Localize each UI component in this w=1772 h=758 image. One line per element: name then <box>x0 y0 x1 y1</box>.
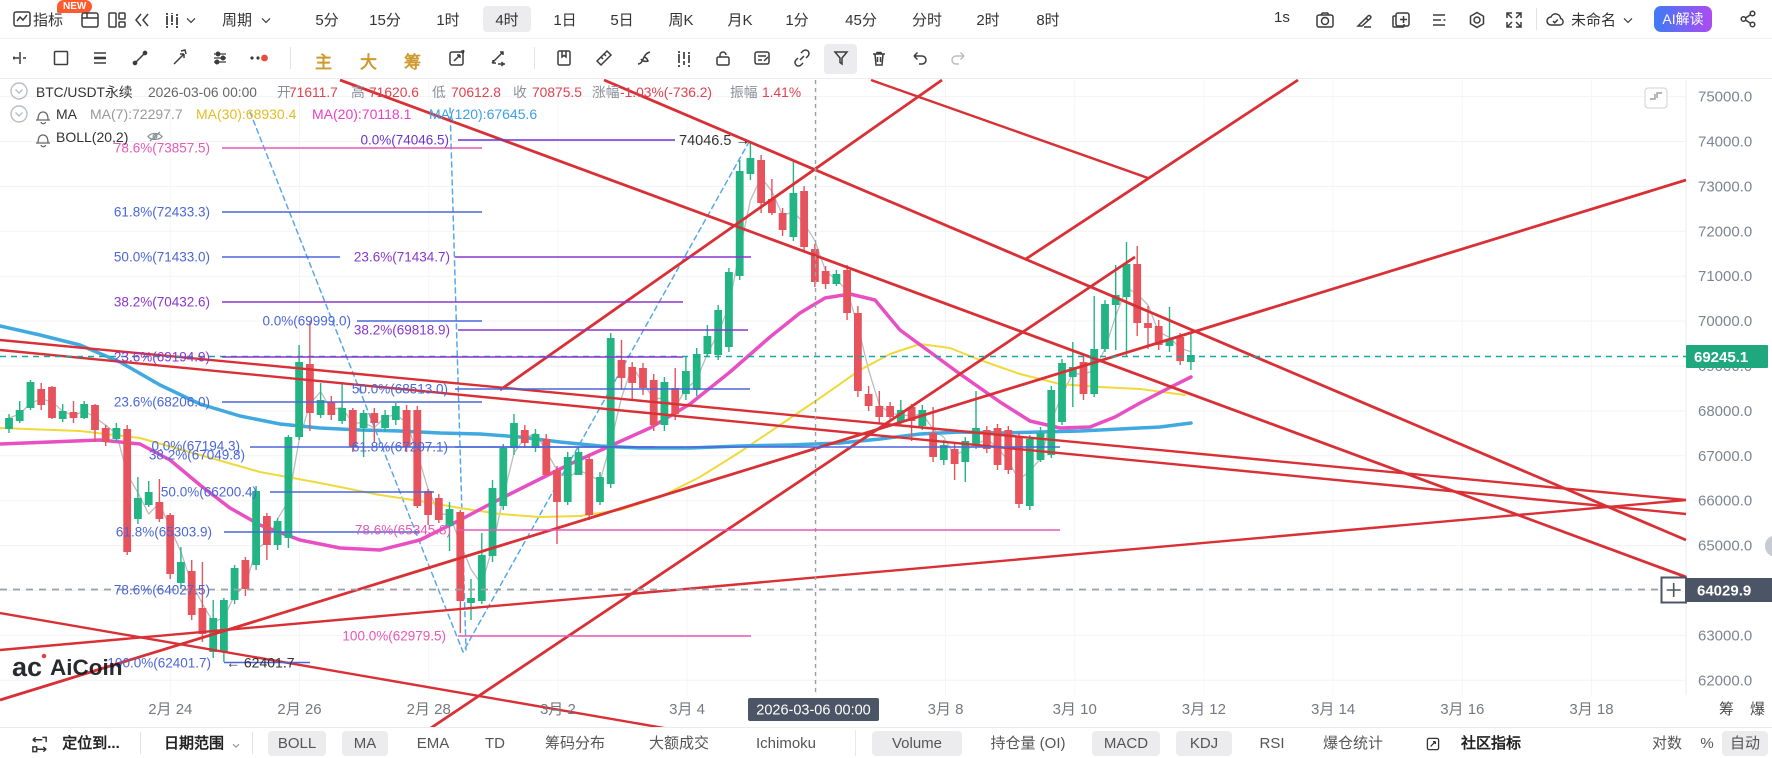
svg-text:MA(120):67645.6: MA(120):67645.6 <box>429 106 537 122</box>
svg-text:BOLL(20,2): BOLL(20,2) <box>56 129 128 145</box>
svg-text:3月 14: 3月 14 <box>1311 701 1355 718</box>
svg-text:50.0%(66200.4): 50.0%(66200.4) <box>161 485 257 500</box>
svg-text:筹: 筹 <box>1719 701 1734 718</box>
svg-text:3月 10: 3月 10 <box>1053 701 1097 718</box>
svg-text:71000.0: 71000.0 <box>1698 268 1752 285</box>
svg-text:61.8%(67207.1): 61.8%(67207.1) <box>352 440 448 455</box>
svg-text:3月 4: 3月 4 <box>669 701 705 718</box>
svg-text:72000.0: 72000.0 <box>1698 223 1752 240</box>
svg-text:3月 18: 3月 18 <box>1569 701 1613 718</box>
svg-text:3月 2: 3月 2 <box>540 701 576 718</box>
svg-text:2026-03-06 00:00: 2026-03-06 00:00 <box>148 85 257 100</box>
svg-text:3月 16: 3月 16 <box>1440 701 1484 718</box>
svg-text:70000.0: 70000.0 <box>1698 313 1752 330</box>
svg-text:3月 12: 3月 12 <box>1182 701 1226 718</box>
svg-text:收: 收 <box>513 85 527 100</box>
svg-text:74000.0: 74000.0 <box>1698 134 1752 151</box>
svg-text:100.0%(62401.7): 100.0%(62401.7) <box>107 656 211 671</box>
svg-text:61.8%(65303.9): 61.8%(65303.9) <box>116 525 212 540</box>
svg-text:38.2%(67049.8): 38.2%(67049.8) <box>149 448 245 463</box>
svg-text:78.6%(65345.8): 78.6%(65345.8) <box>355 523 451 538</box>
svg-text:66000.0: 66000.0 <box>1698 493 1752 510</box>
svg-text:70612.8: 70612.8 <box>451 85 501 100</box>
svg-text:23.6%(69194.9): 23.6%(69194.9) <box>114 350 210 365</box>
svg-text:71620.6: 71620.6 <box>369 85 419 100</box>
svg-text:开: 开 <box>277 85 291 100</box>
svg-text:61.8%(72433.3): 61.8%(72433.3) <box>114 205 210 220</box>
svg-text:MA(7):72297.7: MA(7):72297.7 <box>90 106 183 122</box>
svg-text:74046.5 →: 74046.5 → <box>679 133 750 149</box>
svg-text:23.6%(71434.7): 23.6%(71434.7) <box>354 250 450 265</box>
svg-text:0.0%(74046.5): 0.0%(74046.5) <box>360 133 449 148</box>
svg-text:71611.7: 71611.7 <box>289 85 338 100</box>
svg-text:62000.0: 62000.0 <box>1698 672 1752 689</box>
svg-text:涨幅: 涨幅 <box>592 85 620 100</box>
svg-text:2月 24: 2月 24 <box>148 701 192 718</box>
svg-text:38.2%(70432.6): 38.2%(70432.6) <box>114 295 210 310</box>
svg-text:MA(30):68930.4: MA(30):68930.4 <box>196 106 297 122</box>
svg-text:ac: ac <box>12 652 42 682</box>
svg-text:70875.5: 70875.5 <box>532 85 582 100</box>
svg-text:2月 28: 2月 28 <box>407 701 451 718</box>
svg-text:MA: MA <box>56 106 78 122</box>
svg-text:38.2%(69818.9): 38.2%(69818.9) <box>354 323 450 338</box>
svg-text:63000.0: 63000.0 <box>1698 627 1752 644</box>
svg-text:高: 高 <box>351 84 365 100</box>
svg-text:64029.9: 64029.9 <box>1697 583 1751 600</box>
svg-text:75000.0: 75000.0 <box>1698 89 1752 106</box>
svg-text:100.0%(62979.5): 100.0%(62979.5) <box>342 629 446 644</box>
svg-text:73000.0: 73000.0 <box>1698 178 1752 195</box>
svg-text:BTC/USDT永续: BTC/USDT永续 <box>36 85 133 100</box>
svg-text:← 62401.7: ← 62401.7 <box>226 655 295 671</box>
svg-text:65000.0: 65000.0 <box>1698 538 1752 555</box>
svg-text:振幅: 振幅 <box>730 85 758 100</box>
svg-text:0.0%(67194.3): 0.0%(67194.3) <box>151 439 240 454</box>
svg-text:69245.1: 69245.1 <box>1694 349 1748 366</box>
svg-text:0.0%(69999.0): 0.0%(69999.0) <box>262 314 351 329</box>
svg-text:AiCoin: AiCoin <box>50 655 123 680</box>
svg-text:78.6%(73857.5): 78.6%(73857.5) <box>114 141 210 156</box>
svg-text:2月 26: 2月 26 <box>277 701 321 718</box>
svg-text:1.41%: 1.41% <box>762 85 801 100</box>
svg-text:50.0%(71433.0): 50.0%(71433.0) <box>114 250 210 265</box>
svg-text:3月 8: 3月 8 <box>928 701 964 718</box>
svg-text:MA(20):70118.1: MA(20):70118.1 <box>312 106 412 122</box>
svg-text:68000.0: 68000.0 <box>1698 403 1752 420</box>
svg-text:78.6%(64027.5): 78.6%(64027.5) <box>114 583 210 598</box>
svg-text:低: 低 <box>432 85 446 100</box>
svg-text:爆: 爆 <box>1750 701 1765 718</box>
svg-text:50.0%(68513.0): 50.0%(68513.0) <box>352 382 448 397</box>
svg-text:23.6%(68206.0): 23.6%(68206.0) <box>114 395 210 410</box>
svg-text:-1.03%(-736.2): -1.03%(-736.2) <box>620 85 712 100</box>
svg-text:2026-03-06 00:00: 2026-03-06 00:00 <box>756 703 871 719</box>
svg-text:67000.0: 67000.0 <box>1698 448 1752 465</box>
